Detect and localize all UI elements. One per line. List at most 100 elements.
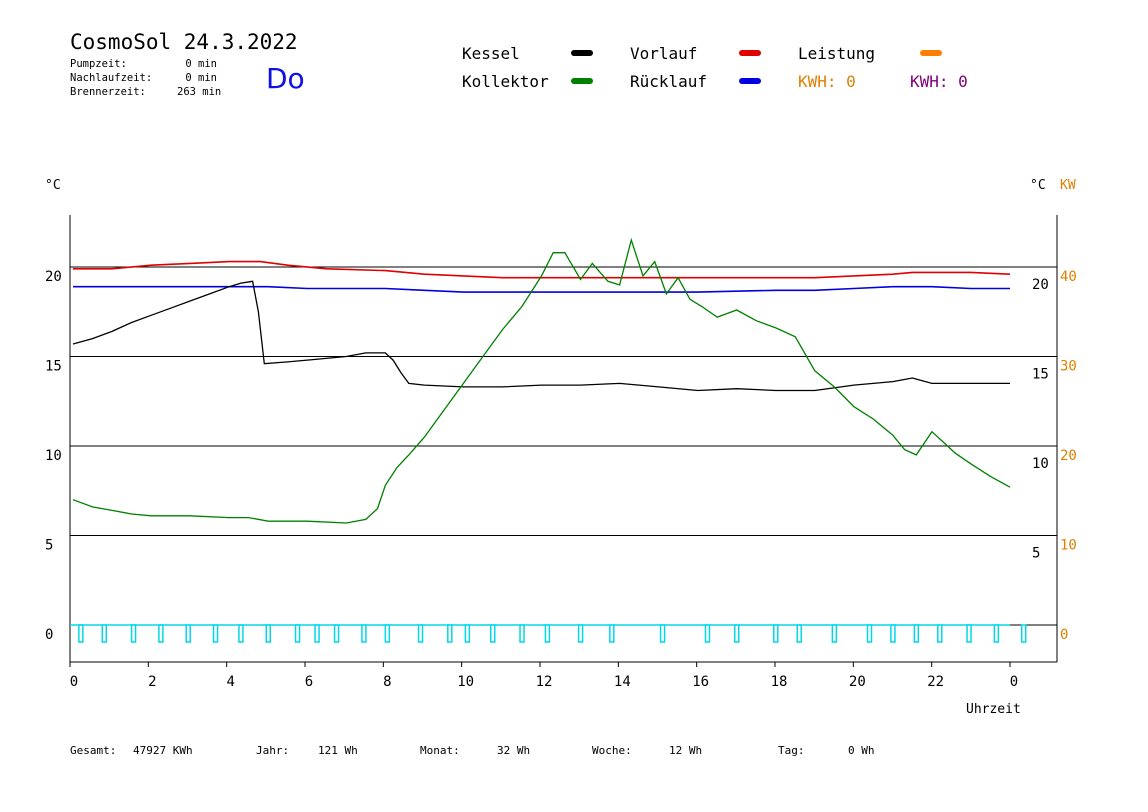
stat-value-pumpzeit: 0 min: [185, 58, 217, 70]
pulse-marker-1: [101, 624, 108, 643]
pulse-marker-29: [913, 624, 920, 643]
pulse-marker-11: [361, 624, 367, 643]
pulse-marker-31: [966, 624, 972, 643]
right-axis-unit-celsius: °C: [1030, 178, 1046, 193]
pulse-marker-3: [158, 624, 164, 643]
x-tick-label-1: 2: [148, 674, 156, 690]
footer-jahr-value: 121 Wh: [318, 744, 358, 757]
pulse-marker-24: [773, 624, 779, 643]
pulse-marker-19: [577, 624, 584, 643]
x-tick-label-0: 0: [70, 674, 78, 690]
pulse-marker-16: [489, 624, 496, 643]
pulse-marker-14: [447, 624, 453, 643]
pulse-marker-15: [464, 624, 471, 643]
right-celsius-tick-label-0: 20: [1032, 277, 1049, 293]
pulse-marker-25: [796, 624, 802, 643]
pulse-marker-10: [333, 624, 340, 643]
weekday-label: Do: [266, 62, 305, 95]
pulse-marker-23: [734, 624, 740, 643]
footer-gesamt-label: Gesamt:: [70, 744, 117, 757]
pulse-marker-30: [937, 624, 943, 643]
legend-swatch-vorlauf: [739, 50, 761, 56]
pulse-marker-8: [294, 624, 301, 643]
x-tick-label-5: 10: [457, 674, 474, 690]
stat-label-brennerzeit: Brennerzeit:: [70, 86, 146, 98]
page-title: CosmoSol 24.3.2022: [70, 30, 298, 54]
left-tick-label-1: 15: [45, 359, 62, 375]
pulse-marker-28: [890, 624, 896, 643]
series-line-ruecklauf: [73, 285, 1010, 293]
legend-label-leistung: Leistung: [798, 44, 876, 63]
right-celsius-tick-label-3: 5: [1032, 546, 1040, 562]
pulse-marker-4: [185, 624, 191, 643]
pulse-marker-5: [212, 624, 219, 643]
legend-label-vorlauf: Vorlauf: [630, 44, 698, 63]
right-kw-tick-label-2: 20: [1060, 448, 1077, 464]
pulse-marker-12: [384, 624, 391, 643]
pulse-marker-7: [265, 624, 272, 643]
footer-jahr-label: Jahr:: [256, 744, 290, 757]
left-axis-unit: °C: [45, 178, 61, 193]
footer-tag-label: Tag:: [778, 744, 805, 757]
left-tick-label-2: 10: [45, 448, 62, 464]
right-axis-unit-kw: KW: [1060, 178, 1076, 193]
left-tick-label-0: 20: [45, 269, 62, 285]
series-line-kessel: [72, 280, 1010, 392]
stat-label-pumpzeit: Pumpzeit:: [70, 58, 127, 70]
pulse-marker-21: [659, 624, 666, 643]
x-tick-label-12: 0: [1010, 674, 1018, 690]
x-tick-label-8: 16: [692, 674, 709, 690]
right-kw-tick-label-3: 10: [1060, 538, 1077, 554]
series-line-kollektor: [72, 237, 1011, 524]
right-kw-tick-label-1: 30: [1060, 359, 1077, 375]
pulse-marker-13: [417, 624, 424, 643]
left-tick-label-3: 5: [45, 538, 53, 554]
pulse-marker-6: [238, 624, 244, 643]
pulse-marker-0: [78, 624, 84, 643]
legend-swatch-ruecklauf: [739, 78, 761, 84]
kwh-purple-readout: KWH: 0: [910, 72, 968, 91]
pulse-marker-17: [519, 624, 525, 643]
kwh-orange-readout: KWH: 0: [798, 72, 856, 91]
footer-monat-value: 32 Wh: [497, 744, 531, 757]
x-tick-label-3: 6: [305, 674, 313, 690]
legend-label-kessel: Kessel: [462, 44, 520, 63]
pulse-marker-2: [130, 624, 137, 643]
pulse-marker-32: [993, 624, 1000, 643]
stat-value-nachlaufzeit: 0 min: [185, 72, 217, 84]
x-tick-label-10: 20: [849, 674, 866, 690]
pulse-marker-18: [544, 624, 551, 643]
footer-woche-label: Woche:: [592, 744, 632, 757]
pulse-marker-9: [314, 624, 320, 643]
legend-swatch-leistung: [920, 50, 942, 56]
x-tick-label-7: 14: [614, 674, 631, 690]
legend-swatch-kollektor: [571, 78, 593, 84]
right-celsius-tick-label-2: 10: [1032, 456, 1049, 472]
x-tick-label-9: 18: [771, 674, 788, 690]
pulse-marker-26: [831, 624, 838, 643]
pulse-marker-33: [1020, 624, 1027, 643]
series-line-vorlauf: [73, 260, 1011, 279]
x-tick-label-6: 12: [536, 674, 553, 690]
legend-label-kollektor: Kollektor: [462, 72, 549, 91]
pulse-marker-22: [704, 624, 711, 643]
footer-woche-value: 12 Wh: [669, 744, 703, 757]
right-kw-tick-label-0: 40: [1060, 269, 1077, 285]
right-kw-tick-label-4: 0: [1060, 627, 1068, 643]
stat-value-brennerzeit: 263 min: [177, 86, 222, 98]
x-axis-label: Uhrzeit: [966, 702, 1021, 717]
left-tick-label-4: 0: [45, 627, 53, 643]
pulse-marker-27: [866, 624, 873, 643]
legend-swatch-kessel: [571, 50, 593, 56]
footer-gesamt-value: 47927 KWh: [133, 744, 193, 757]
pulse-marker-20: [609, 624, 615, 643]
x-tick-label-4: 8: [383, 674, 391, 690]
stat-label-nachlaufzeit: Nachlaufzeit:: [70, 72, 153, 84]
x-tick-label-11: 22: [927, 674, 944, 690]
right-celsius-tick-label-1: 15: [1032, 367, 1049, 383]
x-tick-label-2: 4: [226, 674, 234, 690]
footer-monat-label: Monat:: [420, 744, 460, 757]
footer-tag-value: 0 Wh: [848, 744, 875, 757]
legend-label-ruecklauf: Rücklauf: [630, 72, 708, 91]
